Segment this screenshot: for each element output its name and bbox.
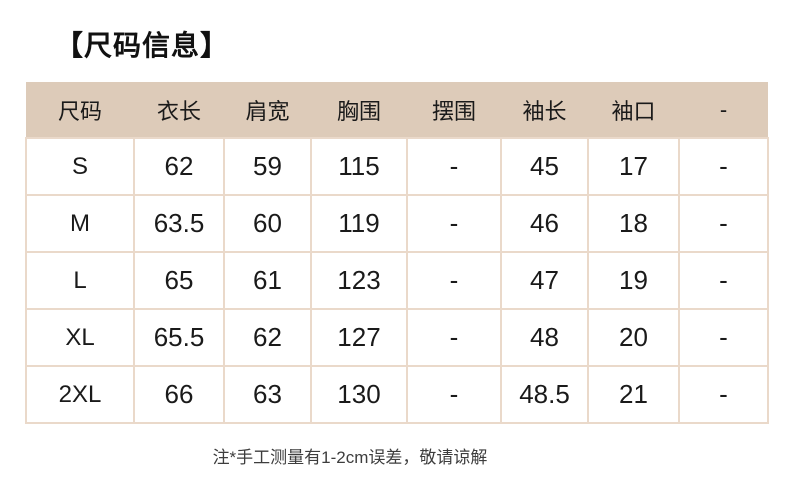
measurement-cell: - [678, 365, 769, 424]
measurement-note: 注*手工测量有1-2cm误差，敬请谅解 [212, 448, 488, 467]
page-title: 【尺码信息】 [55, 30, 230, 61]
column-header-shoulder-width: 肩宽 [224, 82, 311, 138]
table-row-xl: XL 65.5 62 127 - 48 20 - [25, 308, 769, 367]
column-header-garment-length: 衣长 [134, 82, 224, 138]
measurement-cell: 115 [310, 137, 408, 196]
measurement-cell: - [406, 137, 502, 196]
measurement-cell: 119 [310, 194, 408, 253]
column-header-size: 尺码 [26, 82, 134, 138]
table-row-l: L 65 61 123 - 47 19 - [25, 251, 769, 310]
measurement-cell: - [406, 308, 502, 367]
measurement-cell: 17 [587, 137, 680, 196]
measurement-cell: 62 [133, 137, 225, 196]
measurement-cell: 66 [133, 365, 225, 424]
measurement-cell: 62 [223, 308, 312, 367]
measurement-cell: - [678, 194, 769, 253]
measurement-cell: 65 [133, 251, 225, 310]
measurement-cell: 60 [223, 194, 312, 253]
measurement-cell: - [406, 251, 502, 310]
measurement-cell: 63 [223, 365, 312, 424]
size-cell: L [25, 251, 135, 310]
measurement-cell: 46 [500, 194, 589, 253]
table-row-2xl: 2XL 66 63 130 - 48.5 21 - [25, 365, 769, 424]
column-header-cuff: 袖口 [588, 82, 679, 138]
size-cell: M [25, 194, 135, 253]
measurement-cell: - [406, 365, 502, 424]
measurement-cell: 48 [500, 308, 589, 367]
measurement-cell: 130 [310, 365, 408, 424]
measurement-cell: 48.5 [500, 365, 589, 424]
measurement-cell: - [678, 137, 769, 196]
column-header-bust: 胸围 [311, 82, 407, 138]
header-row: 尺码 衣长 肩宽 胸围 摆围 袖长 袖口 - [26, 82, 768, 138]
size-cell: XL [25, 308, 135, 367]
size-cell: S [25, 137, 135, 196]
measurement-cell: 127 [310, 308, 408, 367]
size-table: 尺码 衣长 肩宽 胸围 摆围 袖长 袖口 - S 62 59 115 - 45 … [25, 82, 769, 424]
measurement-cell: 63.5 [133, 194, 225, 253]
measurement-cell: 61 [223, 251, 312, 310]
size-cell: 2XL [25, 365, 135, 424]
table-row-s: S 62 59 115 - 45 17 - [25, 137, 769, 196]
measurement-cell: - [678, 251, 769, 310]
measurement-cell: - [678, 308, 769, 367]
measurement-cell: 123 [310, 251, 408, 310]
measurement-cell: 47 [500, 251, 589, 310]
column-header-hem: 摆围 [407, 82, 501, 138]
measurement-cell: 65.5 [133, 308, 225, 367]
column-header-blank: - [679, 82, 768, 138]
measurement-cell: 59 [223, 137, 312, 196]
table-row-m: M 63.5 60 119 - 46 18 - [25, 194, 769, 253]
measurement-cell: 18 [587, 194, 680, 253]
measurement-cell: 45 [500, 137, 589, 196]
measurement-cell: 20 [587, 308, 680, 367]
column-header-sleeve-length: 袖长 [501, 82, 588, 138]
measurement-cell: - [406, 194, 502, 253]
measurement-cell: 21 [587, 365, 680, 424]
measurement-cell: 19 [587, 251, 680, 310]
